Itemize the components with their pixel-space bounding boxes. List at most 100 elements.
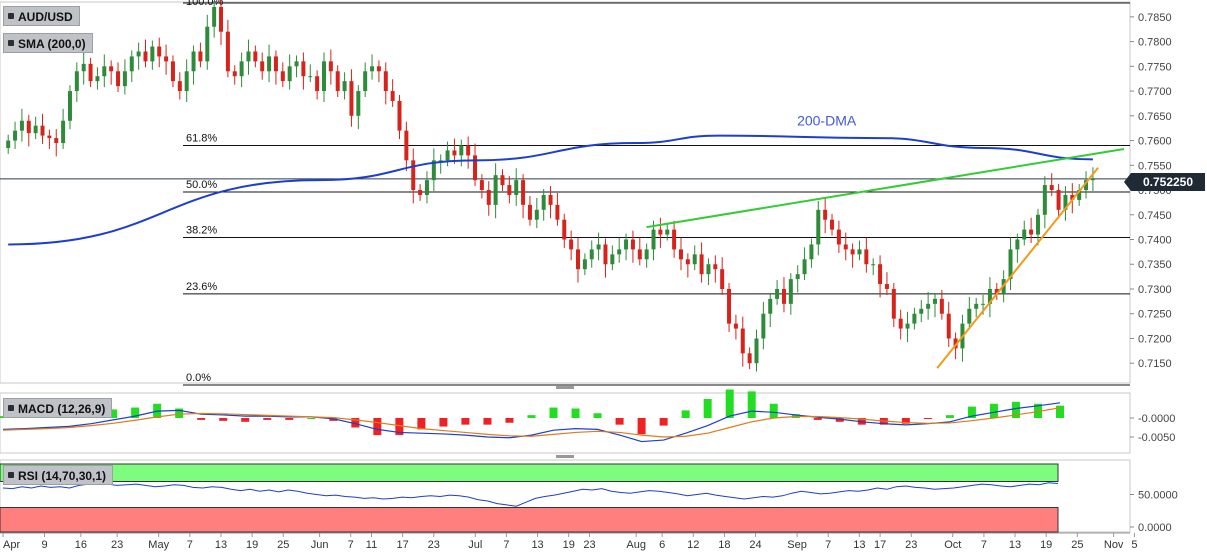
x-tick-label: 23: [905, 539, 917, 551]
candle-body: [843, 244, 848, 250]
candle-body: [747, 353, 752, 364]
fib-level-label: 50.0%: [186, 179, 217, 191]
candle-body: [850, 249, 855, 255]
candle-body: [74, 71, 79, 92]
candle-body: [939, 298, 944, 314]
candle-body: [1090, 179, 1095, 181]
macd-histogram-bar: [175, 408, 184, 418]
y-tick-label: 0.7600: [1138, 136, 1172, 148]
candle-body: [830, 219, 835, 230]
macd-panel: -0.0000 -0.0050: [0, 389, 1175, 454]
candle-body: [836, 229, 841, 245]
candle-body: [500, 175, 505, 186]
candle-body: [981, 303, 986, 305]
candle-body: [404, 130, 409, 161]
candle-body: [603, 244, 608, 265]
candle-body: [733, 323, 738, 329]
macd-histogram-bar: [615, 418, 624, 425]
candle-body: [177, 81, 182, 92]
time-axis: Apr 9 16 23 May 7 13 19 25 Jun 7 11 17 23 Jul 7 13 19 23 Au…: [0, 532, 1137, 551]
macd-histogram-bar: [109, 409, 118, 418]
y-tick-label: 0.7300: [1138, 284, 1172, 296]
candle-body: [486, 190, 491, 205]
candle-body: [919, 308, 924, 314]
sma-badge[interactable]: SMA (200,0): [3, 33, 93, 53]
candle-body: [493, 175, 498, 205]
y-tick-label: 0.7850: [1138, 12, 1172, 24]
candle-body: [878, 264, 883, 285]
candle-body: [987, 288, 992, 304]
rsi-badge[interactable]: RSI (14,70,30,1): [3, 465, 114, 485]
x-tick-label: 6: [659, 539, 665, 551]
price-panel: 0.7850 0.7800 0.7750 0.7700 0.7650 0.7600 0.75…: [0, 0, 1172, 458]
candle-body: [287, 66, 292, 82]
candle-body: [967, 308, 972, 324]
candle-body: [267, 56, 272, 72]
candle-body: [871, 264, 876, 266]
candle-body: [651, 229, 656, 250]
last-price-tag: 0.752250: [1124, 173, 1205, 191]
candle-body: [576, 249, 581, 270]
candle-body: [335, 71, 340, 92]
candle-body: [809, 244, 814, 260]
candle-body: [170, 61, 175, 82]
candle-body: [294, 61, 299, 67]
fib-level-label: 38.2%: [186, 225, 217, 237]
x-tick-label: Jun: [311, 539, 329, 551]
macd-badge[interactable]: MACD (12,26,9): [3, 398, 113, 418]
candle-body: [1022, 229, 1027, 240]
candle-body: [1070, 194, 1075, 200]
candle-body: [857, 249, 862, 255]
candle-body: [816, 209, 821, 245]
candle-body: [795, 274, 800, 280]
candle-body: [884, 284, 889, 289]
macd-histogram-bar: [681, 410, 690, 418]
candle-body: [507, 185, 512, 195]
y-tick-label: 0.7400: [1138, 235, 1172, 247]
candle-body: [397, 100, 402, 131]
support-trendline: [936, 167, 1099, 369]
candle-body: [321, 61, 326, 92]
candle-body: [445, 150, 450, 161]
x-tick-label: 5: [1131, 539, 1137, 551]
candle-body: [864, 249, 869, 265]
x-tick-label: Nov: [1104, 539, 1124, 551]
x-tick-label: 23: [583, 539, 595, 551]
macd-histogram-bar: [989, 403, 998, 418]
candle-body: [699, 254, 704, 275]
candle-body: [781, 288, 786, 304]
x-tick-label: 7: [348, 539, 354, 551]
macd-histogram-bar: [461, 418, 470, 425]
macd-histogram-bar: [307, 418, 316, 419]
candle-body: [713, 264, 718, 270]
candle-body: [768, 298, 773, 314]
macd-histogram-bar: [285, 418, 294, 420]
candle-body: [219, 6, 224, 32]
x-tick-label: 19: [1040, 539, 1052, 551]
candle-body: [630, 239, 635, 250]
candle-body: [411, 160, 416, 191]
macd-histogram-bar: [813, 418, 822, 420]
candle-body: [376, 66, 381, 72]
candle-body: [534, 209, 539, 220]
candle-body: [823, 209, 828, 220]
candle-body: [6, 140, 11, 148]
candle-body: [225, 31, 230, 72]
macd-histogram-bar: [747, 391, 756, 418]
y-tick-label: 0.7350: [1138, 259, 1172, 271]
candle-body: [315, 76, 320, 92]
candle-body: [624, 239, 629, 250]
candle-body: [479, 180, 484, 191]
candle-body: [232, 71, 237, 77]
macd-histogram-bar: [659, 418, 668, 426]
macd-histogram-bar: [945, 415, 954, 418]
x-tick-label: 7: [825, 539, 831, 551]
candle-body: [356, 91, 361, 116]
symbol-badge[interactable]: AUD/USD: [3, 6, 80, 26]
candle-body: [33, 125, 38, 134]
candle-body: [88, 63, 93, 82]
macd-histogram-bar: [923, 418, 932, 419]
candle-body: [67, 91, 72, 121]
candle-body: [150, 46, 155, 62]
